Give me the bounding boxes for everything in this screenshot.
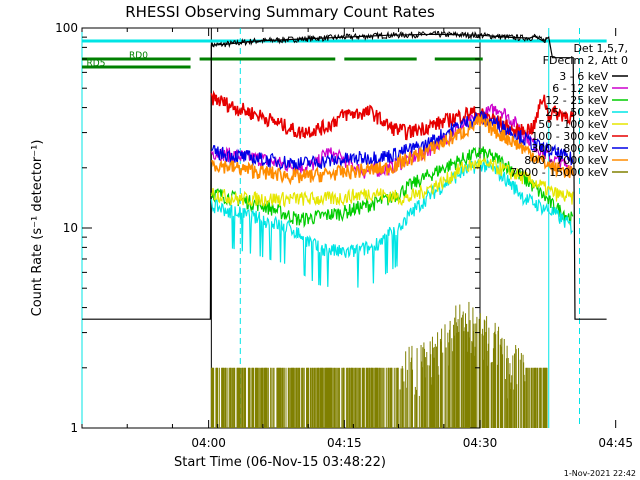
series-line-50-100kev xyxy=(210,156,574,208)
series-line-800-7000kev xyxy=(211,113,574,186)
series-line-25-50kev xyxy=(210,158,573,288)
x-tick-label: 04:00 xyxy=(191,436,226,450)
x-tick-label: 04:30 xyxy=(463,436,498,450)
y-axis-label: Count Rate (s⁻¹ detector⁻¹) xyxy=(30,140,45,317)
x-axis-label: Start Time (06-Nov-15 03:48:22) xyxy=(174,455,386,470)
y-tick-label: 1 xyxy=(70,421,78,435)
flag-label-rd5: RD5 xyxy=(87,59,106,69)
y-tick-label: 10 xyxy=(63,221,78,235)
legend-label: 12 - 25 keV xyxy=(545,94,608,107)
y-tick-label: 100 xyxy=(55,21,78,35)
legend-label: 100 - 300 keV xyxy=(531,130,608,143)
series-line-12-25kev xyxy=(210,146,574,229)
x-tick-label: 04:15 xyxy=(327,436,362,450)
legend-label: 25 - 50 keV xyxy=(545,106,608,119)
series-line-100-300kev xyxy=(210,90,574,141)
x-tick-label: 04:45 xyxy=(598,436,633,450)
series-line-300-800kev xyxy=(211,110,574,172)
legend-header: FDecim 2, Att 0 xyxy=(543,54,628,67)
legend-label: 800 - 7000 keV xyxy=(524,154,608,167)
chart-title: RHESSI Observing Summary Count Rates xyxy=(125,3,435,21)
legend-label: 3 - 6 keV xyxy=(559,70,608,83)
footer-date: 1-Nov-2021 22:42 xyxy=(564,469,636,478)
legend-header: Det 1,5,7, xyxy=(573,42,628,55)
legend-label: 6 - 12 keV xyxy=(552,82,608,95)
legend-label: 50 - 100 keV xyxy=(538,118,608,131)
flag-label-rd0: RD0 xyxy=(129,51,148,61)
legend-label: 7000 - 15000 keV xyxy=(510,166,608,179)
legend-label: 300 - 800 keV xyxy=(531,142,608,155)
